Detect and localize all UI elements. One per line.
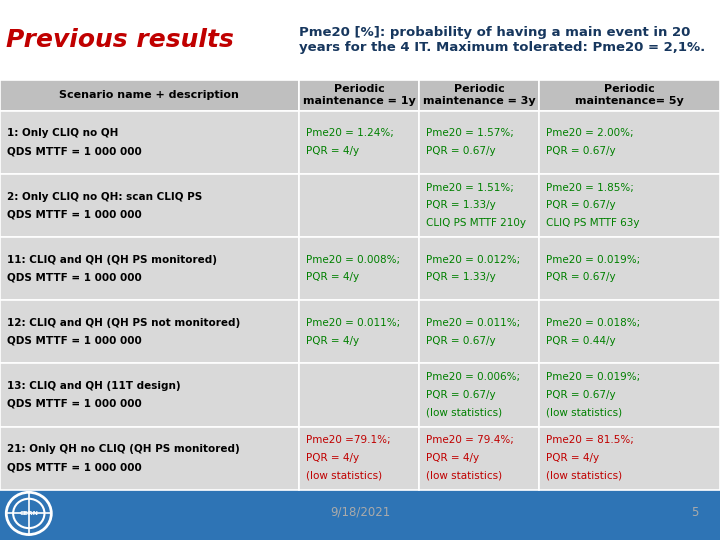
Bar xyxy=(299,427,419,490)
Text: (low statistics): (low statistics) xyxy=(426,471,503,481)
Bar xyxy=(299,237,419,300)
Bar xyxy=(0,363,299,427)
Bar xyxy=(419,174,539,237)
Text: Scenario name + description: Scenario name + description xyxy=(60,90,239,100)
Text: PQR = 4/y: PQR = 4/y xyxy=(426,453,480,463)
Text: Previous results: Previous results xyxy=(6,28,233,52)
Text: Pme20 = 0.008%;: Pme20 = 0.008%; xyxy=(306,255,400,265)
Text: Pme20 = 1.85%;: Pme20 = 1.85%; xyxy=(546,183,634,193)
Text: PQR = 0.67/y: PQR = 0.67/y xyxy=(426,390,496,400)
Text: Pme20 = 81.5%;: Pme20 = 81.5%; xyxy=(546,435,634,445)
Text: QDS MTTF = 1 000 000: QDS MTTF = 1 000 000 xyxy=(7,210,142,219)
Text: PQR = 0.44/y: PQR = 0.44/y xyxy=(546,336,616,346)
Text: Periodic
maintenance= 5y: Periodic maintenance= 5y xyxy=(575,84,684,106)
Bar xyxy=(0,80,299,111)
Text: 13: CLIQ and QH (11T design): 13: CLIQ and QH (11T design) xyxy=(7,381,181,391)
Text: Pme20 = 1.24%;: Pme20 = 1.24%; xyxy=(306,129,394,138)
Text: Periodic
maintenance = 3y: Periodic maintenance = 3y xyxy=(423,84,536,106)
Text: 2: Only CLIQ no QH: scan CLIQ PS: 2: Only CLIQ no QH: scan CLIQ PS xyxy=(7,192,202,201)
Bar xyxy=(299,111,419,174)
Text: Pme20 = 0.018%;: Pme20 = 0.018%; xyxy=(546,318,641,328)
Text: QDS MTTF = 1 000 000: QDS MTTF = 1 000 000 xyxy=(7,146,142,156)
Text: PQR = 0.67/y: PQR = 0.67/y xyxy=(426,146,496,156)
Text: Periodic
maintenance = 1y: Periodic maintenance = 1y xyxy=(302,84,415,106)
Bar xyxy=(299,174,419,237)
Text: Pme20 = 0.006%;: Pme20 = 0.006%; xyxy=(426,372,521,382)
Text: PQR = 0.67/y: PQR = 0.67/y xyxy=(546,200,616,211)
Bar xyxy=(419,300,539,363)
Text: Pme20 = 1.51%;: Pme20 = 1.51%; xyxy=(426,183,514,193)
Text: PQR = 4/y: PQR = 4/y xyxy=(306,453,359,463)
Bar xyxy=(539,427,720,490)
Text: PQR = 4/y: PQR = 4/y xyxy=(306,146,359,156)
Bar xyxy=(539,363,720,427)
Text: 12: CLIQ and QH (QH PS not monitored): 12: CLIQ and QH (QH PS not monitored) xyxy=(7,318,240,328)
Text: Pme20 = 0.011%;: Pme20 = 0.011%; xyxy=(426,318,521,328)
Text: Pme20 = 0.011%;: Pme20 = 0.011%; xyxy=(306,318,400,328)
Bar xyxy=(419,363,539,427)
Text: Pme20 = 0.012%;: Pme20 = 0.012%; xyxy=(426,255,521,265)
Bar xyxy=(419,111,539,174)
Bar xyxy=(299,300,419,363)
Text: 21: Only QH no CLIQ (QH PS monitored): 21: Only QH no CLIQ (QH PS monitored) xyxy=(7,444,240,454)
Text: PQR = 1.33/y: PQR = 1.33/y xyxy=(426,273,496,282)
Text: QDS MTTF = 1 000 000: QDS MTTF = 1 000 000 xyxy=(7,462,142,472)
Bar xyxy=(0,300,299,363)
Text: PQR = 1.33/y: PQR = 1.33/y xyxy=(426,200,496,211)
Text: Pme20 = 0.019%;: Pme20 = 0.019%; xyxy=(546,372,641,382)
Bar xyxy=(419,80,539,111)
Bar xyxy=(299,80,419,111)
Bar xyxy=(539,300,720,363)
Text: 11: CLIQ and QH (QH PS monitored): 11: CLIQ and QH (QH PS monitored) xyxy=(7,255,217,265)
Text: CLIQ PS MTTF 210y: CLIQ PS MTTF 210y xyxy=(426,218,526,228)
Text: PQR = 4/y: PQR = 4/y xyxy=(306,336,359,346)
Bar xyxy=(0,174,299,237)
Bar xyxy=(539,237,720,300)
Text: PQR = 0.67/y: PQR = 0.67/y xyxy=(426,336,496,346)
Text: Pme20 = 2.00%;: Pme20 = 2.00%; xyxy=(546,129,634,138)
Bar xyxy=(0,237,299,300)
Text: Pme20 = 0.019%;: Pme20 = 0.019%; xyxy=(546,255,641,265)
Text: PQR = 0.67/y: PQR = 0.67/y xyxy=(546,273,616,282)
Text: CERN: CERN xyxy=(19,511,38,516)
Text: Pme20 = 79.4%;: Pme20 = 79.4%; xyxy=(426,435,514,445)
Bar xyxy=(419,237,539,300)
Text: (low statistics): (low statistics) xyxy=(426,408,503,418)
Text: (low statistics): (low statistics) xyxy=(546,408,623,418)
Bar xyxy=(539,80,720,111)
Text: 1: Only CLIQ no QH: 1: Only CLIQ no QH xyxy=(7,129,119,138)
Text: Pme20 = 1.57%;: Pme20 = 1.57%; xyxy=(426,129,514,138)
Text: PQR = 0.67/y: PQR = 0.67/y xyxy=(546,146,616,156)
Text: (low statistics): (low statistics) xyxy=(546,471,623,481)
Text: CLIQ PS MTTF 63y: CLIQ PS MTTF 63y xyxy=(546,218,640,228)
Text: PQR = 4/y: PQR = 4/y xyxy=(306,273,359,282)
Bar xyxy=(539,111,720,174)
Text: Pme20 =79.1%;: Pme20 =79.1%; xyxy=(306,435,391,445)
Bar xyxy=(0,427,299,490)
Text: QDS MTTF = 1 000 000: QDS MTTF = 1 000 000 xyxy=(7,336,142,346)
Text: 5: 5 xyxy=(691,506,698,519)
Text: Pme20 [%]: probability of having a main event in 20
years for the 4 IT. Maximum : Pme20 [%]: probability of having a main … xyxy=(299,26,705,54)
Text: PQR = 4/y: PQR = 4/y xyxy=(546,453,600,463)
Bar xyxy=(539,174,720,237)
Bar xyxy=(419,427,539,490)
Bar xyxy=(0,111,299,174)
Text: PQR = 0.67/y: PQR = 0.67/y xyxy=(546,390,616,400)
Bar xyxy=(299,363,419,427)
Text: QDS MTTF = 1 000 000: QDS MTTF = 1 000 000 xyxy=(7,399,142,409)
Text: 9/18/2021: 9/18/2021 xyxy=(330,506,390,519)
Text: (low statistics): (low statistics) xyxy=(306,471,382,481)
Text: QDS MTTF = 1 000 000: QDS MTTF = 1 000 000 xyxy=(7,273,142,282)
